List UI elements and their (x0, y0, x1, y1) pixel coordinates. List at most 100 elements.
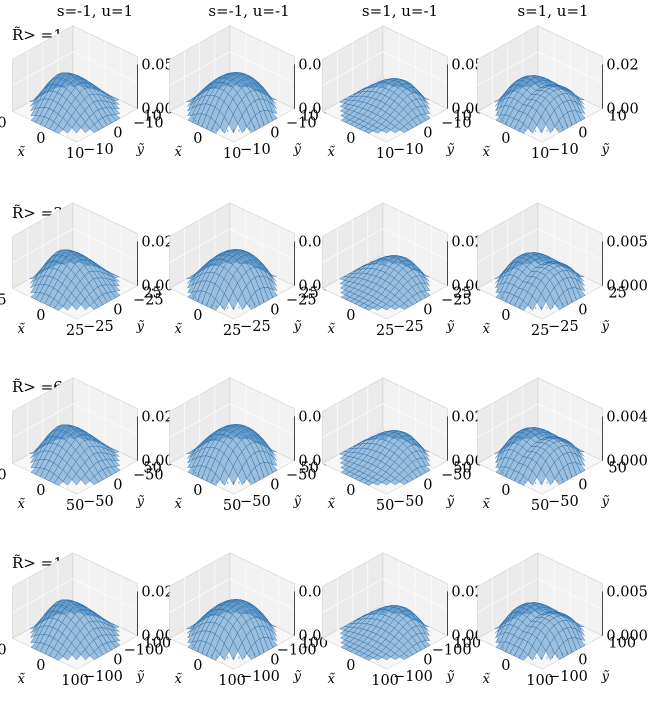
z-tick-label: 0.00 (451, 279, 483, 295)
surface-cell (390, 653, 401, 661)
y-axis-label: ỹ (446, 320, 455, 335)
gridline (12, 51, 138, 86)
y-tick-label: −10 (240, 142, 271, 158)
surface-cell (237, 114, 247, 134)
y-tick-label: 50 (453, 461, 471, 477)
z-tick-label: 0.05 (451, 57, 483, 73)
z-tick-label: 0.00 (141, 454, 173, 470)
surface-cell (219, 293, 230, 311)
z-tick-label: 0.004 (606, 409, 648, 425)
surface-cell (62, 474, 73, 486)
surface-cell (536, 293, 546, 311)
x-tick-label: −10 (286, 115, 317, 131)
z-tick-label: 0.02 (141, 584, 173, 600)
x-axis-label: x̃ (327, 672, 335, 687)
gridline (477, 51, 603, 86)
surface-cell (518, 300, 529, 311)
z-tick-label: 0.000 (606, 279, 648, 295)
x-tick-label: 0 (36, 658, 45, 674)
surface-cell (381, 478, 392, 486)
surface-cell (71, 648, 82, 661)
y-tick-label: 0 (270, 302, 279, 318)
y-tick-label: 50 (608, 461, 626, 477)
y-tick-label: −50 (240, 494, 271, 510)
surface (339, 78, 431, 134)
subplot-row: R̃> =120:0.000.02−1000100−1000100x̃ỹ0.00… (0, 552, 648, 689)
y-tick-label: 10 (143, 109, 161, 125)
surface-cell (210, 473, 221, 486)
surface-cell (518, 475, 529, 486)
surface-cell (399, 478, 409, 485)
x-tick-label: −50 (286, 467, 317, 483)
y-tick-label: −100 (393, 669, 433, 685)
gridline (12, 578, 138, 613)
z-tick-label: 0.00 (451, 102, 483, 118)
surface (186, 424, 278, 486)
y-tick-label: 25 (300, 286, 318, 302)
surface-cell (71, 473, 82, 486)
surface-cell (71, 121, 82, 134)
x-tick-label: 0 (501, 308, 510, 324)
y-tick-label: 25 (608, 286, 626, 302)
gridline (169, 578, 295, 613)
y-axis-label: ỹ (446, 670, 455, 685)
y-tick-label: −50 (548, 494, 579, 510)
y-tick-label: 25 (143, 286, 161, 302)
surface-cell (372, 479, 383, 486)
y-tick-label: −100 (240, 669, 280, 685)
surface-cell (80, 649, 90, 661)
surface-cell (62, 299, 73, 311)
gridline (169, 228, 295, 263)
y-tick-label: 10 (453, 109, 471, 125)
x-axis-label: x̃ (17, 322, 25, 337)
x-tick-label: 25 (66, 323, 84, 339)
surface (494, 75, 586, 134)
surface-cell (554, 647, 564, 660)
surface-cell (246, 646, 256, 660)
z-tick-label: 0.00 (451, 629, 483, 645)
y-tick-label: 0 (113, 652, 122, 668)
z-tick-label: 0.02 (451, 584, 483, 600)
x-tick-label: −100 (124, 642, 164, 658)
z-tick-label: 0.00 (451, 454, 483, 470)
y-tick-label: 100 (143, 636, 171, 652)
y-tick-label: 0 (113, 125, 122, 141)
gridline (322, 51, 448, 86)
surface-cell (381, 126, 392, 134)
surface-cell (228, 465, 238, 486)
y-axis-label: ỹ (446, 495, 455, 510)
subplot-row: R̃> =30:0.000.02−25025−25025x̃ỹ0.0000.00… (0, 202, 648, 339)
y-tick-label: −100 (83, 669, 123, 685)
y-tick-label: −50 (83, 494, 114, 510)
gridline (322, 403, 448, 438)
y-tick-label: −10 (83, 142, 114, 158)
x-tick-label: 0 (501, 483, 510, 499)
x-tick-label: 25 (376, 323, 394, 339)
z-tick-label: 0.00 (141, 629, 173, 645)
z-tick-label: 0.000 (606, 629, 648, 645)
subplot-rows: R̃> =10:0.000.05−10010−10010x̃ỹ0.000.02−… (0, 25, 648, 689)
y-tick-label: −100 (548, 669, 588, 685)
surface-cell (62, 649, 73, 661)
x-tick-label: 0 (346, 483, 355, 499)
surface (29, 249, 121, 311)
surface-cell (237, 291, 247, 311)
y-axis-label: ỹ (446, 143, 455, 158)
x-axis-label: x̃ (327, 497, 335, 512)
x-axis-label: x̃ (482, 672, 490, 687)
z-tick-label: 0.02 (606, 57, 638, 73)
y-tick-label: 0 (423, 125, 432, 141)
surface-cell (399, 126, 409, 133)
y-tick-label: 10 (300, 109, 318, 125)
x-tick-label: −10 (133, 115, 164, 131)
y-axis-label: ỹ (293, 670, 302, 685)
x-axis-label: x̃ (17, 672, 25, 687)
